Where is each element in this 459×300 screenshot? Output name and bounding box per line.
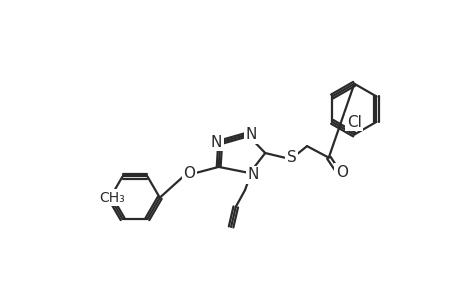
Text: N: N xyxy=(247,167,259,182)
Text: Cl: Cl xyxy=(346,115,361,130)
Text: O: O xyxy=(335,165,347,180)
Text: N: N xyxy=(245,127,257,142)
Text: O: O xyxy=(183,166,195,181)
Text: CH₃: CH₃ xyxy=(99,191,125,205)
Text: N: N xyxy=(210,135,222,150)
Text: S: S xyxy=(286,150,296,165)
